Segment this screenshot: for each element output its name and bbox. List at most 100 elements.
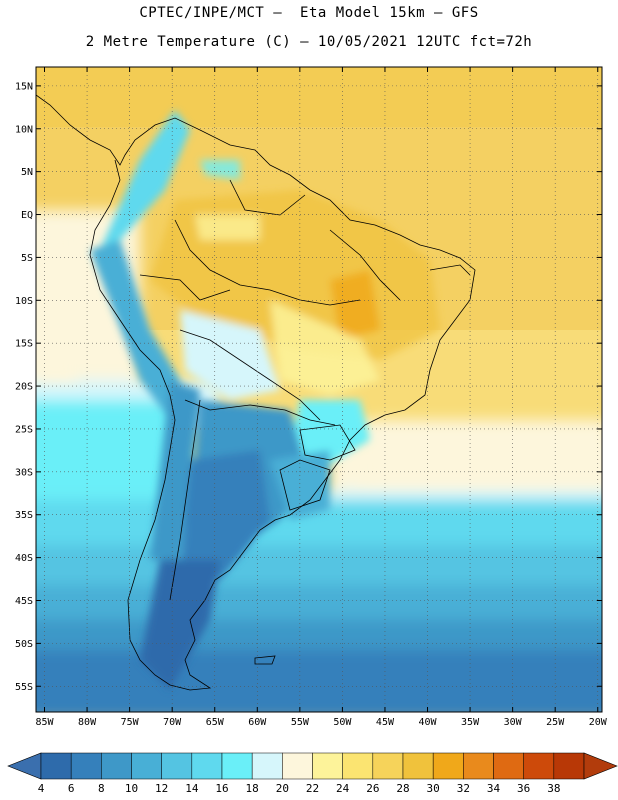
lon-label: 25W [546, 717, 565, 728]
lat-label: EQ [21, 210, 33, 221]
lat-label: 5N [21, 167, 33, 178]
south-america-coast [36, 94, 476, 691]
colorbar-label: 26 [366, 782, 379, 795]
latitude-labels: 15N 10N 5N EQ 5S 10S 15S 20S 25S 30S 35S 40S 45S 50S 5… [15, 81, 33, 692]
colorbar-label: 14 [185, 782, 199, 795]
colorbar-label: 34 [487, 782, 501, 795]
lat-label: 40S [15, 553, 33, 564]
colorbar-label: 32 [457, 782, 470, 795]
colorbar-label: 20 [276, 782, 289, 795]
colorbar-label: 30 [427, 782, 440, 795]
colorbar-cell [432, 752, 464, 780]
field-patch-andes [90, 240, 180, 420]
field-patch [140, 560, 220, 690]
field-patch [270, 300, 380, 395]
state-border [429, 264, 471, 276]
longitude-labels: 85W 80W 75W 70W 65W 60W 55W 50W 45W 40W 35W 30W 25W 2… [35, 717, 607, 728]
colorbar-label: 10 [125, 782, 138, 795]
colorbar-cell [402, 752, 434, 780]
map-frame [35, 66, 603, 713]
lat-label: 10N [15, 124, 33, 135]
field-band [36, 230, 76, 380]
chart-title-line1: CPTEC/INPE/MCT – Eta Model 15km – GFS [139, 5, 479, 21]
lat-label: 25S [15, 424, 33, 435]
colorbar-label: 6 [68, 782, 75, 795]
uruguay [279, 459, 331, 511]
lon-label: 50W [333, 717, 352, 728]
colorbar-cell [131, 752, 162, 780]
colorbar-cell [463, 752, 494, 780]
country-border [184, 399, 336, 426]
colorbar-cell [191, 752, 223, 780]
lat-label: 55S [15, 682, 33, 693]
field-patch [180, 310, 280, 400]
lon-label: 45W [376, 717, 395, 728]
lon-label: 60W [248, 717, 267, 728]
field-patch-andes [100, 110, 190, 250]
colorbar-cell [221, 752, 253, 780]
colorbar-label: 8 [98, 782, 105, 795]
lat-label: 10S [15, 296, 33, 307]
falkland-islands [254, 655, 276, 665]
colorbar-cell [493, 752, 524, 780]
lat-label: 15S [15, 339, 33, 350]
colorbar-label: 36 [517, 782, 530, 795]
colorbar-label: 4 [38, 782, 45, 795]
colorbar-cell [553, 752, 585, 780]
country-border [169, 399, 201, 601]
colorbar-cell [251, 752, 283, 780]
colorbar-cell [312, 752, 343, 780]
lat-label: 20S [15, 382, 33, 393]
colorbar-cell [342, 752, 374, 780]
lon-label: 40W [418, 717, 437, 728]
field-band [360, 420, 602, 480]
colorbar-low-arrow [7, 752, 42, 780]
colorbar-cell [101, 752, 132, 780]
chart-title-line2: 2 Metre Temperature (C) – 10/05/2021 12U… [85, 34, 533, 50]
field-band [36, 67, 602, 127]
coastlines [36, 94, 476, 691]
field-patch [195, 215, 260, 240]
lat-label: 15N [15, 81, 33, 92]
colorbar-high-arrow [583, 752, 618, 780]
colorbar-label: 22 [306, 782, 319, 795]
colorbar: 4 6 8 10 12 14 16 18 20 22 24 26 28 30 32 34 36 38 [7, 752, 618, 795]
colorbar-cell [161, 752, 193, 780]
lon-label: 85W [35, 717, 54, 728]
lat-label: 5S [21, 253, 33, 264]
colorbar-cell [70, 752, 102, 780]
lon-label: 55W [291, 717, 310, 728]
axis-ticks [36, 67, 602, 712]
lon-label: 65W [206, 717, 225, 728]
lat-label: 50S [15, 639, 33, 650]
colorbar-label: 18 [246, 782, 259, 795]
colorbar-label: 38 [547, 782, 560, 795]
temperature-field [36, 67, 602, 712]
lon-label: 75W [121, 717, 140, 728]
lon-label: 30W [504, 717, 523, 728]
state-border [329, 229, 401, 301]
country-border [179, 329, 321, 421]
colorbar-cell [40, 752, 72, 780]
lat-label: 45S [15, 596, 33, 607]
field-patch [200, 160, 240, 180]
colorbar-label: 16 [215, 782, 228, 795]
lon-label: 35W [461, 717, 480, 728]
colorbar-label: 12 [155, 782, 168, 795]
lat-label: 30S [15, 467, 33, 478]
field-band [36, 650, 602, 712]
lon-label: 80W [78, 717, 97, 728]
colorbar-label: 24 [336, 782, 350, 795]
colorbar-cell [523, 752, 555, 780]
lon-label: 70W [163, 717, 182, 728]
lon-label: 20W [589, 717, 608, 728]
colorbar-label: 28 [396, 782, 409, 795]
field-patch [290, 400, 370, 470]
country-border [174, 219, 361, 306]
field-patch-andes [150, 380, 200, 560]
colorbar-cell [282, 752, 313, 780]
country-border [229, 179, 306, 216]
colorbar-cell [372, 752, 404, 780]
lat-label: 35S [15, 510, 33, 521]
